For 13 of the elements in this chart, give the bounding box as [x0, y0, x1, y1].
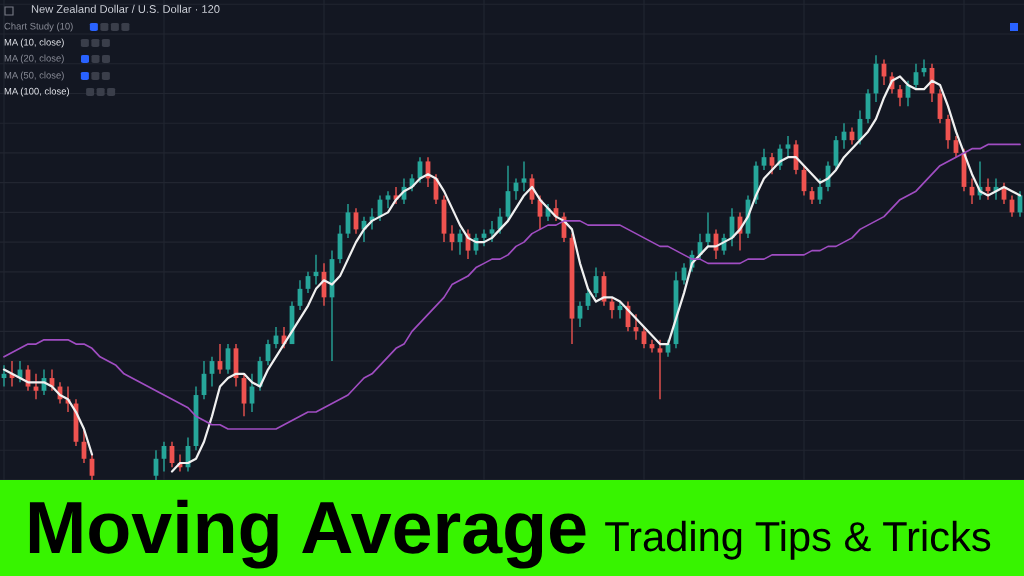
- annotation: MA (20, close): [4, 54, 64, 64]
- annotation: MA (100, close): [4, 87, 70, 97]
- text: Trading Tips & Tricks: [605, 520, 991, 560]
- text: MA (10, close): [4, 38, 64, 48]
- text: Moving Average: [29, 499, 586, 569]
- candlestick: [657, 339, 663, 400]
- candlestick: [385, 190, 391, 209]
- candlestick: [785, 135, 791, 158]
- annotation: MA (50, close): [4, 71, 64, 81]
- text: Chart Study (10): [4, 22, 73, 32]
- candlestick: [521, 160, 527, 192]
- candlestick: [489, 220, 495, 243]
- text: New Zealand Dollar / U.S. Dollar · 120: [31, 4, 220, 13]
